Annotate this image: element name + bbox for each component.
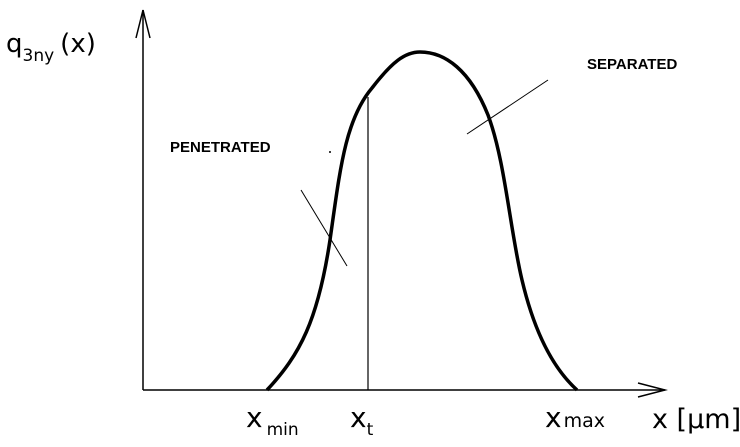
x-max-subscript: max [564,410,605,432]
x-t-symbol: x [350,401,367,434]
x-min-subscript: min [267,420,299,440]
x-axis-arrow [637,382,668,398]
y-axis-label: q3ny (x) [6,29,96,66]
axes [135,9,668,398]
y-symbol: q [6,29,23,59]
x-min-symbol: x [246,401,263,434]
separated-label: SEPARATED [587,56,677,73]
x-min-label: x min [246,401,299,440]
x-axis-label: x [µm] [652,404,740,435]
y-axis-arrow [135,9,151,39]
x-max-symbol: x [545,401,562,434]
y-argument: (x) [60,29,96,59]
separated-leader [466,79,549,135]
x-t-label: xt [350,401,374,440]
distribution-curve [265,50,579,392]
dot [329,151,331,153]
penetrated-label: PENETRATED [170,139,271,156]
penetrated-leader [300,189,348,267]
y-subscript: 3ny [23,46,55,66]
x-max-label: x max [545,401,605,434]
x-t-subscript: t [367,420,374,440]
